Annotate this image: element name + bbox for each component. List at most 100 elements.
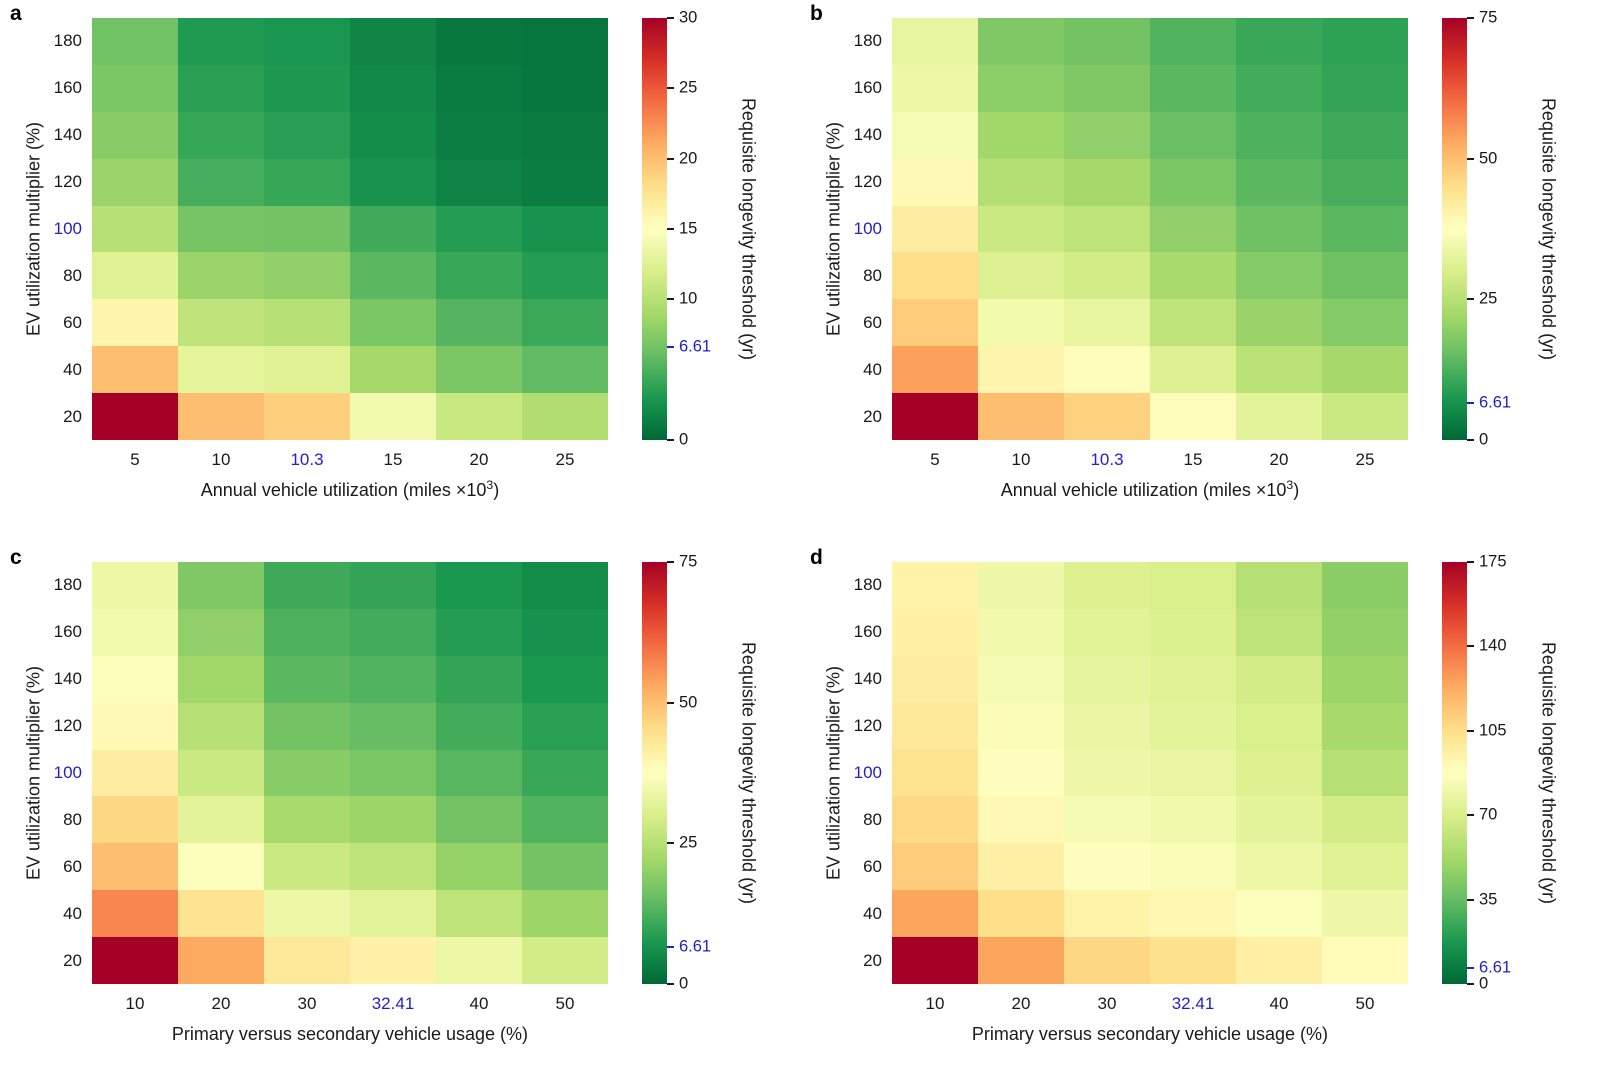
y-tick-labels: 180 160 140 120 100 80 60 40 20 xyxy=(822,18,882,440)
heatmap-cell xyxy=(436,843,522,891)
y-tick-label: 40 xyxy=(863,903,882,923)
x-axis-label-superscript: 3 xyxy=(1286,478,1294,492)
y-tick-label: 100 xyxy=(853,763,882,782)
heatmap-cell xyxy=(1064,346,1150,394)
heatmap-cell xyxy=(178,890,264,938)
heatmap-cell xyxy=(522,796,608,844)
colorbar-tick-mark xyxy=(667,439,674,441)
x-axis-label-text: Annual vehicle utilization (miles ×10 xyxy=(1000,480,1287,500)
heatmap-cell xyxy=(178,393,264,440)
heatmap-cell xyxy=(1322,749,1408,797)
y-tick-label: 120 xyxy=(853,172,882,192)
heatmap-cell xyxy=(1064,299,1150,347)
heatmap-cell xyxy=(436,937,522,984)
heatmap-cell xyxy=(1150,158,1236,206)
colorbar-tick-mark xyxy=(1467,983,1474,985)
colorbar-tick-mark xyxy=(667,561,674,563)
colorbar-tick-mark xyxy=(667,87,674,90)
heatmap-cell xyxy=(1236,608,1322,656)
heatmap-cell xyxy=(1236,205,1322,253)
heatmap-cell xyxy=(264,937,350,984)
heatmap-cell xyxy=(1064,890,1150,938)
heatmap-cell xyxy=(1150,111,1236,159)
colorbar-tick-label: 30 xyxy=(679,8,698,27)
heatmap-cell xyxy=(1236,299,1322,347)
colorbar-tick-mark xyxy=(1467,645,1474,648)
heatmap-cell xyxy=(892,346,978,394)
heatmap-cell xyxy=(522,252,608,300)
colorbar-tick-mark xyxy=(1467,814,1474,817)
y-tick-label: 20 xyxy=(863,406,882,426)
y-tick-labels: 180 160 140 120 100 80 60 40 20 xyxy=(22,562,82,984)
heatmap-cell xyxy=(978,64,1064,112)
y-tick-label: 180 xyxy=(53,575,82,595)
colorbar-tick-mark xyxy=(667,157,674,160)
panel-letter-a: a xyxy=(10,2,22,25)
heatmap-cell xyxy=(1322,205,1408,253)
y-tick-label: 100 xyxy=(53,763,82,782)
x-axis-label-superscript: 3 xyxy=(486,478,494,492)
heatmap-cell xyxy=(178,608,264,656)
heatmap-cell xyxy=(1064,608,1150,656)
heatmap-cell xyxy=(436,205,522,253)
heatmap-cell xyxy=(436,158,522,206)
heatmap-cell xyxy=(350,749,436,797)
heatmap-cell xyxy=(978,562,1064,609)
heatmap-grid xyxy=(92,18,608,440)
panel-a: a EV utilization multiplier (%) 180 160 14… xyxy=(0,0,800,544)
colorbar-axis-label: Requisite longevity threshold (yr) xyxy=(738,97,759,361)
colorbar-tick-label: 0 xyxy=(679,974,689,993)
colorbar-tick-mark xyxy=(1467,967,1474,970)
heatmap-grid xyxy=(92,562,608,984)
heatmap-cell xyxy=(178,299,264,347)
panel-b: b EV utilization multiplier (%) 180 160 14… xyxy=(800,0,1600,544)
colorbar xyxy=(1442,18,1467,440)
heatmap-cell xyxy=(1236,937,1322,984)
heatmap-grid xyxy=(892,562,1408,984)
heatmap-cell xyxy=(350,205,436,253)
heatmap-cell xyxy=(978,299,1064,347)
y-tick-labels: 180 160 140 120 100 80 60 40 20 xyxy=(22,18,82,440)
y-tick-label: 80 xyxy=(63,265,82,285)
y-tick-labels: 180 160 140 120 100 80 60 40 20 xyxy=(822,562,882,984)
heatmap-cell xyxy=(92,655,178,703)
x-tick-label: 10.3 xyxy=(1090,450,1124,469)
heatmap-cell xyxy=(92,252,178,300)
heatmap-cell xyxy=(522,18,608,65)
x-tick-labels: 10 20 30 32.41 40 50 xyxy=(92,994,608,1016)
x-axis-label-suffix: ) xyxy=(1293,480,1300,500)
heatmap-cell xyxy=(892,937,978,984)
heatmap-cell xyxy=(178,937,264,984)
heatmap-cell xyxy=(522,393,608,440)
y-tick-label: 140 xyxy=(53,125,82,145)
heatmap-cell xyxy=(978,393,1064,440)
heatmap-cell xyxy=(1236,843,1322,891)
heatmap-cell xyxy=(92,111,178,159)
heatmap-cell xyxy=(978,18,1064,65)
colorbar-tick-label: 25 xyxy=(679,833,698,852)
heatmap-cell xyxy=(1150,749,1236,797)
heatmap-cell xyxy=(892,749,978,797)
y-tick-label: 140 xyxy=(853,669,882,689)
heatmap-cell xyxy=(892,796,978,844)
y-tick-label: 80 xyxy=(863,809,882,829)
heatmap-cell xyxy=(892,655,978,703)
heatmap-cell xyxy=(92,843,178,891)
heatmap-cell xyxy=(350,18,436,65)
x-axis-label-text: Primary versus secondary vehicle usage (… xyxy=(171,1024,529,1044)
colorbar-tick-label: 35 xyxy=(1479,890,1498,909)
heatmap-cell xyxy=(436,252,522,300)
x-tick-labels: 5 10 10.3 15 20 25 xyxy=(892,450,1408,472)
colorbar-tick-label: 6.61 xyxy=(1479,393,1512,412)
heatmap-cell xyxy=(522,655,608,703)
heatmap-cell xyxy=(522,158,608,206)
colorbar-tick-label: 6.61 xyxy=(679,337,712,356)
x-tick-label: 32.41 xyxy=(371,994,415,1013)
x-axis-label-suffix: ) xyxy=(493,480,500,500)
heatmap-cell xyxy=(92,393,178,440)
x-tick-label: 10 xyxy=(925,994,945,1013)
heatmap-cell xyxy=(522,890,608,938)
heatmap-cell xyxy=(978,890,1064,938)
x-tick-label: 5 xyxy=(930,450,940,469)
heatmap-cell xyxy=(1064,205,1150,253)
